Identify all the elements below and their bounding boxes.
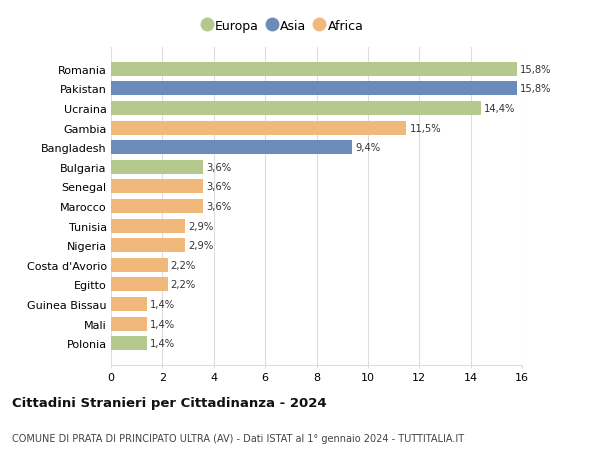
- Bar: [111, 317, 147, 331]
- Text: 1,4%: 1,4%: [150, 299, 175, 309]
- Text: 1,4%: 1,4%: [150, 338, 175, 348]
- Bar: [111, 297, 147, 311]
- Text: 1,4%: 1,4%: [150, 319, 175, 329]
- Text: 3,6%: 3,6%: [206, 202, 232, 212]
- Text: Cittadini Stranieri per Cittadinanza - 2024: Cittadini Stranieri per Cittadinanza - 2…: [12, 396, 326, 409]
- Bar: [111, 219, 185, 233]
- Text: 3,6%: 3,6%: [206, 162, 232, 173]
- Bar: [111, 102, 481, 116]
- Text: 15,8%: 15,8%: [520, 65, 551, 75]
- Bar: [111, 121, 406, 135]
- Bar: [111, 141, 352, 155]
- Text: 9,4%: 9,4%: [356, 143, 380, 153]
- Bar: [111, 82, 517, 96]
- Text: 3,6%: 3,6%: [206, 182, 232, 192]
- Bar: [111, 200, 203, 213]
- Text: 14,4%: 14,4%: [484, 104, 515, 114]
- Text: 2,2%: 2,2%: [170, 280, 196, 290]
- Text: COMUNE DI PRATA DI PRINCIPATO ULTRA (AV) - Dati ISTAT al 1° gennaio 2024 - TUTTI: COMUNE DI PRATA DI PRINCIPATO ULTRA (AV)…: [12, 433, 464, 442]
- Text: 2,9%: 2,9%: [188, 221, 214, 231]
- Bar: [111, 160, 203, 174]
- Text: 2,9%: 2,9%: [188, 241, 214, 251]
- Bar: [111, 62, 517, 77]
- Text: 2,2%: 2,2%: [170, 260, 196, 270]
- Bar: [111, 278, 167, 292]
- Text: 15,8%: 15,8%: [520, 84, 551, 94]
- Bar: [111, 239, 185, 253]
- Bar: [111, 336, 147, 351]
- Legend: Europa, Asia, Africa: Europa, Asia, Africa: [200, 17, 367, 37]
- Bar: [111, 258, 167, 272]
- Bar: [111, 180, 203, 194]
- Text: 11,5%: 11,5%: [409, 123, 441, 133]
